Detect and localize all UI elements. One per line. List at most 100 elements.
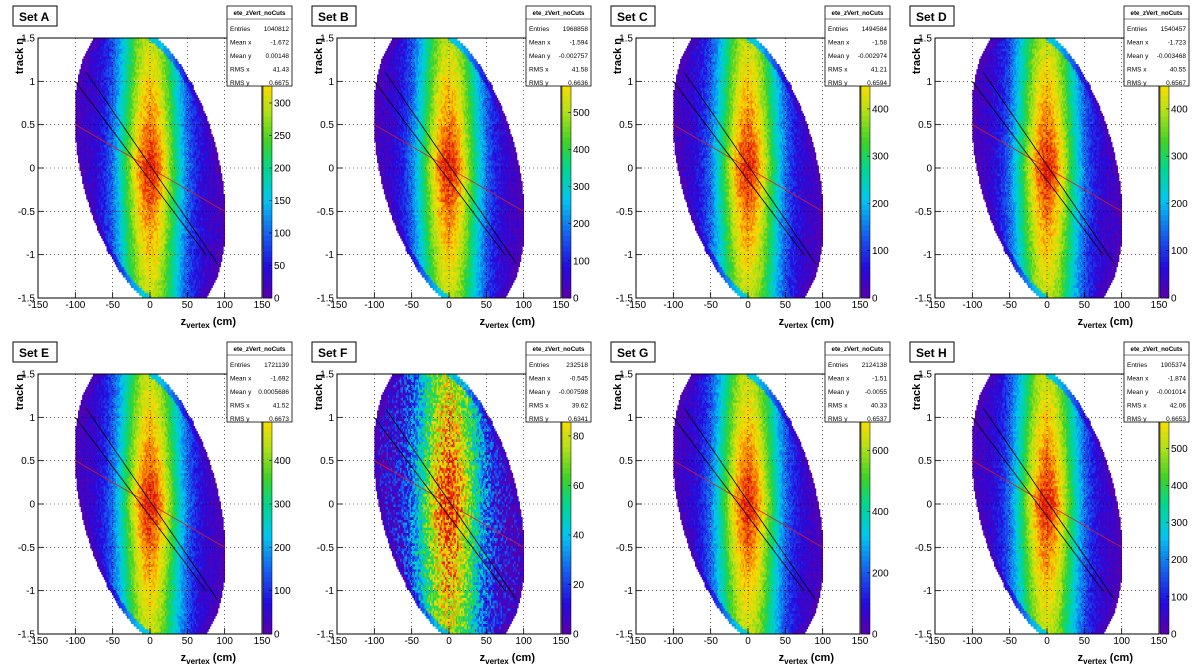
y-tick-label: -1	[325, 250, 334, 261]
palette-tick-label: 200	[274, 543, 291, 554]
stats-label: RMS y	[828, 416, 848, 423]
stats-label: Mean x	[828, 40, 850, 47]
y-tick-label: 1	[29, 77, 35, 88]
stats-title: ete_zVert_noCuts	[234, 346, 286, 353]
x-tick-label: 50	[780, 300, 792, 311]
stats-value: -0.001014	[1157, 389, 1187, 396]
palette-tick-label: 100	[1171, 246, 1188, 257]
y-tick-label: 0.5	[21, 120, 35, 131]
stats-value: 2124138	[862, 362, 888, 369]
x-tick-label: -50	[404, 636, 419, 647]
y-tick-label: 1	[328, 413, 334, 424]
histogram-panel: -150 -100 -50 0 50 100 150-1.5-1-0.500.511.5zv…	[910, 6, 1189, 330]
stats-value: -0.007598	[559, 389, 589, 396]
x-tick-label: -50	[404, 300, 419, 311]
stats-label: Mean y	[1127, 389, 1149, 396]
palette-tick-label: 400	[274, 456, 291, 467]
y-tick-label: -1	[624, 250, 633, 261]
stats-value: 0.6567	[1166, 80, 1186, 87]
palette-tick-label: 300	[274, 99, 291, 110]
x-tick-label: 150	[1151, 300, 1168, 311]
stats-value: 1968858	[563, 26, 589, 33]
y-tick-label: -1	[325, 586, 334, 597]
x-axis-title: zvertex (cm)	[181, 652, 237, 666]
palette-tick-label: 300	[1171, 152, 1188, 163]
x-tick-label: 50	[182, 300, 194, 311]
stats-label: Entries	[230, 362, 251, 369]
stats-value: -1.672	[271, 40, 290, 47]
stats-value: 1721139	[264, 362, 289, 369]
stats-value: 1040812	[264, 26, 290, 33]
palette-tick-label: 0	[573, 294, 579, 305]
palette-tick-label: 400	[1171, 481, 1188, 492]
palette-tick-label: 300	[274, 500, 291, 511]
stats-value: 1540457	[1161, 26, 1187, 33]
y-tick-label: 0	[29, 164, 35, 175]
stats-value: 232518	[566, 362, 588, 369]
y-tick-label: -0.5	[317, 543, 335, 554]
y-tick-label: 0.5	[320, 120, 334, 131]
y-axis-title: track η	[911, 38, 923, 74]
y-tick-label: -1	[26, 250, 35, 261]
palette-tick-label: 0	[274, 294, 280, 305]
x-tick-label: 100	[814, 636, 831, 647]
x-tick-label: 50	[1079, 636, 1091, 647]
x-tick-label: 50	[481, 636, 493, 647]
palette-tick-label: 50	[274, 261, 286, 272]
y-tick-label: 0	[29, 500, 35, 511]
y-axis-title: track η	[313, 374, 325, 410]
y-tick-label: 0	[328, 164, 334, 175]
stats-label: RMS y	[529, 80, 549, 87]
x-axis-title: zvertex (cm)	[779, 316, 835, 330]
x-tick-label: 150	[254, 300, 271, 311]
y-tick-label: -1.5	[616, 630, 634, 641]
stats-label: RMS x	[828, 403, 848, 410]
set-label: Set D	[916, 10, 947, 24]
x-tick-label: -50	[1002, 300, 1017, 311]
palette-tick-label: 500	[1171, 444, 1188, 455]
y-tick-label: -0.5	[18, 543, 36, 554]
stats-label: Mean y	[230, 389, 252, 396]
stats-label: Entries	[230, 26, 251, 33]
palette-tick-label: 200	[274, 164, 291, 175]
stats-title: ete_zVert_noCuts	[832, 346, 884, 353]
set-label: Set F	[318, 346, 347, 360]
x-tick-label: 0	[147, 300, 153, 311]
y-tick-label: 0.5	[21, 456, 35, 467]
stats-value: 0.6341	[568, 416, 588, 423]
stats-value: -0.002974	[858, 53, 888, 60]
stats-label: Mean y	[230, 53, 252, 60]
y-axis-title: track η	[911, 374, 923, 410]
x-tick-label: 0	[745, 636, 751, 647]
stats-label: RMS y	[1127, 80, 1147, 87]
stats-label: Entries	[828, 26, 849, 33]
y-axis-title: track η	[313, 38, 325, 74]
x-axis-title: zvertex (cm)	[779, 652, 835, 666]
x-tick-label: 100	[216, 300, 233, 311]
stats-label: Mean x	[529, 40, 551, 47]
stats-value: 0.6636	[568, 80, 588, 87]
palette-tick-label: 0	[872, 630, 878, 641]
x-tick-label: -100	[962, 636, 982, 647]
stats-title: ete_zVert_noCuts	[533, 10, 585, 17]
x-tick-label: 100	[515, 636, 532, 647]
palette-tick-label: 100	[1171, 592, 1188, 603]
stats-label: Mean x	[230, 376, 252, 383]
stats-value: 41.52	[273, 403, 290, 410]
x-tick-label: 100	[1113, 300, 1130, 311]
x-tick-label: -100	[962, 300, 982, 311]
y-tick-label: 0.5	[619, 120, 633, 131]
y-tick-label: 0	[926, 164, 932, 175]
stats-value: 1494584	[862, 26, 888, 33]
stats-value: 41.43	[273, 67, 290, 74]
x-tick-label: 0	[1044, 300, 1050, 311]
palette-tick-label: 0	[1171, 294, 1177, 305]
x-tick-label: 100	[216, 636, 233, 647]
set-label: Set C	[617, 10, 648, 24]
y-tick-label: 0	[926, 500, 932, 511]
